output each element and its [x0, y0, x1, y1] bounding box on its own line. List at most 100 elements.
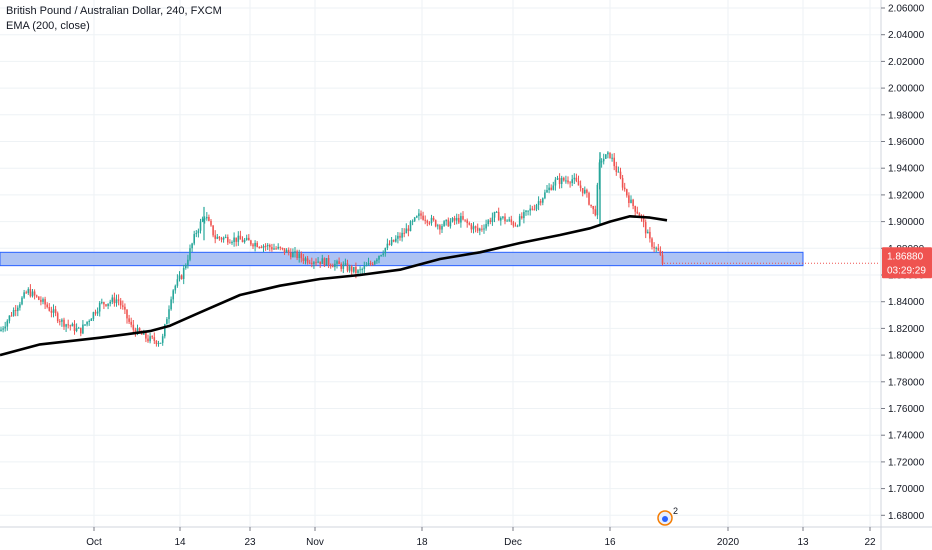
- price-tick-label: 1.70000: [888, 484, 925, 495]
- candle: [46, 304, 48, 308]
- candle: [174, 285, 177, 291]
- candle: [164, 324, 166, 337]
- candle: [602, 158, 605, 162]
- candle: [590, 204, 592, 206]
- candle: [430, 217, 433, 223]
- candle: [531, 208, 534, 210]
- candle: [422, 215, 424, 220]
- candle: [138, 328, 141, 333]
- time-tick-label: 18: [416, 537, 428, 548]
- candle: [264, 245, 267, 247]
- candle: [533, 209, 536, 211]
- candle: [256, 242, 258, 247]
- candle: [279, 246, 282, 248]
- candle: [285, 249, 288, 253]
- candle: [462, 216, 464, 220]
- candle: [609, 152, 611, 159]
- candle: [298, 253, 300, 258]
- candle: [420, 213, 422, 216]
- candle: [628, 195, 630, 203]
- indicator-label[interactable]: EMA (200, close): [6, 20, 90, 32]
- candle: [237, 235, 240, 242]
- candle: [294, 251, 296, 253]
- candle: [521, 216, 523, 219]
- events-badge[interactable]: 2: [657, 506, 678, 526]
- candle: [600, 161, 603, 163]
- candle: [548, 187, 550, 191]
- candle: [464, 219, 466, 221]
- candle: [191, 243, 193, 249]
- candle: [107, 303, 109, 306]
- candle: [111, 297, 114, 302]
- candle: [63, 319, 65, 327]
- candle: [615, 166, 618, 172]
- candle: [119, 300, 122, 306]
- candle: [50, 310, 53, 313]
- candle: [516, 225, 519, 227]
- time-tick-label: Nov: [306, 537, 324, 548]
- candle: [56, 313, 59, 322]
- candle: [445, 219, 447, 222]
- candle: [380, 255, 382, 257]
- candle: [403, 232, 405, 234]
- candle: [481, 228, 483, 230]
- candle: [525, 210, 527, 213]
- candle: [630, 199, 632, 203]
- candle: [180, 275, 183, 279]
- price-tick-label: 1.68000: [888, 511, 925, 522]
- candle: [210, 220, 212, 226]
- candle: [317, 261, 319, 263]
- candle: [281, 247, 284, 249]
- candle: [306, 258, 309, 263]
- candle: [327, 258, 330, 265]
- candle: [365, 265, 368, 267]
- candle: [151, 336, 153, 338]
- candle: [405, 228, 408, 234]
- candle: [73, 323, 76, 331]
- candle: [54, 309, 57, 314]
- symbol-title[interactable]: British Pound / Australian Dollar, 240, …: [6, 5, 222, 17]
- candle: [220, 238, 223, 240]
- candle: [575, 177, 578, 181]
- candle: [168, 309, 170, 320]
- candle: [369, 263, 372, 265]
- candle: [31, 291, 34, 297]
- candle: [569, 182, 571, 184]
- price-tick-label: 1.84000: [888, 297, 925, 308]
- time-tick-label: 2020: [717, 537, 740, 548]
- candle: [392, 239, 395, 242]
- price-tag-value: 1.86880: [887, 251, 924, 262]
- candle: [117, 299, 120, 301]
- candle: [468, 223, 471, 225]
- candle: [346, 263, 349, 271]
- candle: [136, 328, 139, 335]
- candle: [128, 318, 130, 322]
- candle: [269, 244, 271, 248]
- candle: [178, 275, 181, 280]
- candle: [638, 213, 641, 216]
- candle: [588, 192, 590, 205]
- candle: [149, 336, 151, 342]
- candle: [321, 258, 324, 264]
- candle: [304, 258, 307, 261]
- candle: [33, 291, 36, 296]
- candle: [40, 299, 42, 302]
- candle: [71, 323, 74, 327]
- support-zone[interactable]: [0, 251, 804, 267]
- candle: [552, 185, 555, 190]
- candle: [273, 248, 275, 250]
- candle: [92, 312, 95, 319]
- time-tick-label: 23: [244, 537, 256, 548]
- candle: [424, 219, 426, 221]
- price-tick-label: 1.94000: [888, 164, 925, 175]
- candle: [449, 221, 452, 227]
- candle: [14, 310, 17, 312]
- candle: [353, 267, 355, 272]
- candle: [409, 221, 412, 232]
- time-axis[interactable]: Oct 14 23 Nov 18 Dec 16 2020 13 22: [0, 526, 932, 548]
- candle: [334, 263, 336, 267]
- price-tag-box: [882, 247, 932, 279]
- candle: [451, 218, 454, 222]
- candle: [61, 319, 63, 322]
